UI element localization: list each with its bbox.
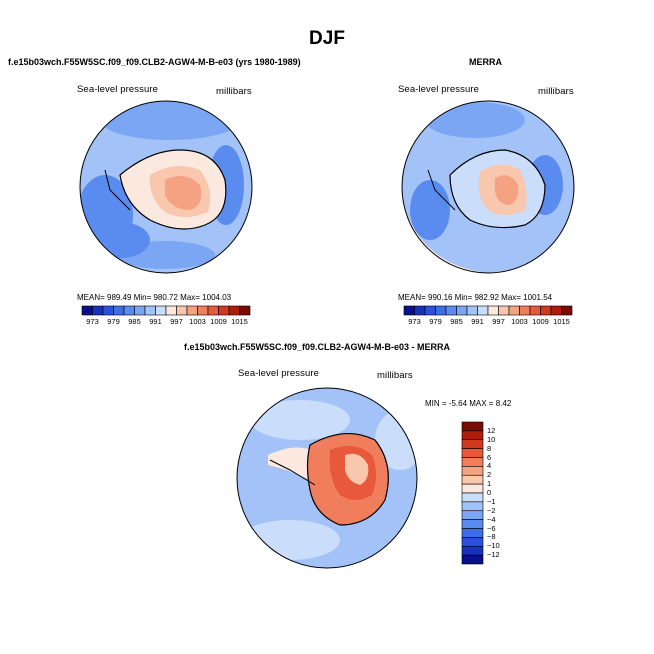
panel3-colorbar-tick-label: 4 xyxy=(487,461,492,471)
panel3-colorbar-tick-label: −6 xyxy=(487,523,496,533)
panel3-colorbar-tick-label: 2 xyxy=(487,470,492,480)
panel1-colorbar-tick-label: 1003 xyxy=(189,317,206,326)
panel1-stats: MEAN= 989.49 Min= 980.72 Max= 1004.03 xyxy=(77,293,232,302)
panel3-stats: MIN = -5.64 MAX = 8.42 xyxy=(425,399,512,408)
panel3-colorbar-tick-label: 0 xyxy=(487,488,492,497)
panel3-colorbar-swatch xyxy=(461,528,484,538)
panel3-colorbar-tick-label: 10 xyxy=(487,434,496,444)
panel1-colorbar-tick-label: 979 xyxy=(107,317,120,326)
panel3-colorbar-swatch xyxy=(461,474,484,485)
panel1-title: f.e15b03wch.F55W5SC.f09_f09.CLB2-AGW4-M-… xyxy=(8,57,301,67)
panel3-colorbar-swatch xyxy=(461,537,484,547)
panel1-colorbar-tick-label: 973 xyxy=(86,317,99,326)
panel3-colorbar-tick-label: 1 xyxy=(487,479,492,489)
panel2-stats: MEAN= 990.16 Min= 982.92 Max= 1001.54 xyxy=(398,293,553,302)
panel3-colorbar-swatch xyxy=(461,430,484,441)
panel3-colorbar-tick-label: 8 xyxy=(487,443,492,453)
panel3-colorbar-tick-label: 6 xyxy=(487,452,492,462)
panel1-colorbar-tick-label: 1015 xyxy=(231,317,248,326)
panel2-colorbar-tick-label: 997 xyxy=(492,317,505,326)
panel1-colorbar-tick-label: 985 xyxy=(128,317,141,326)
panel2-colorbar-tick-label: 1009 xyxy=(532,317,549,326)
panel1-units-label: millibars xyxy=(216,86,252,97)
panel2-colorbar-tick-label: 991 xyxy=(471,317,484,326)
panel3-colorbar-swatch xyxy=(461,457,484,467)
panel3-colorbar-swatch xyxy=(461,421,484,432)
panel3-units-label: millibars xyxy=(377,370,413,381)
panel3-colorbar-tick-label: −4 xyxy=(487,514,496,524)
panel3-variable-label: Sea-level pressure xyxy=(238,368,320,379)
panel3-colorbar-swatch xyxy=(461,501,484,512)
panel2-colorbar-swatch xyxy=(561,305,573,316)
panel3-colorbar-tick-label: −2 xyxy=(487,505,496,515)
panel1-colorbar-tick-label: 997 xyxy=(170,317,183,326)
panel2-units-label: millibars xyxy=(538,86,574,97)
page-title: DJF xyxy=(309,28,345,49)
panel2-title: MERRA xyxy=(469,57,502,67)
panel2-colorbar-tick-label: 1003 xyxy=(511,317,528,326)
panel3-title: f.e15b03wch.F55W5SC.f09_f09.CLB2-AGW4-M-… xyxy=(184,342,451,352)
panel2-colorbar-tick-label: 979 xyxy=(429,317,442,326)
panel3-colorbar-swatch xyxy=(461,466,484,476)
panel1-colorbar-tick-label: 991 xyxy=(149,317,162,326)
panel2-variable-label: Sea-level pressure xyxy=(398,84,480,95)
panel3-colorbar-tick-label: −10 xyxy=(487,541,500,551)
panel1-variable-label: Sea-level pressure xyxy=(77,84,159,95)
panel3-colorbar-swatch xyxy=(461,492,484,503)
panel3-colorbar-swatch xyxy=(461,439,484,449)
panel3-colorbar-swatch xyxy=(461,545,484,556)
panel3-colorbar-swatch xyxy=(461,510,484,520)
panel2-colorbar-tick-label: 985 xyxy=(450,317,463,326)
panel3-colorbar-tick-label: −12 xyxy=(487,550,500,560)
panel3-colorbar-tick-label: −8 xyxy=(487,532,496,542)
panel1-colorbar-swatch xyxy=(239,305,251,316)
panel2-colorbar-tick-label: 973 xyxy=(408,317,421,326)
panel3-colorbar-swatch xyxy=(461,483,484,494)
panel3-colorbar-tick-label: −1 xyxy=(487,496,496,506)
panel3-colorbar-swatch xyxy=(461,519,484,529)
panel3-colorbar-tick-label: 12 xyxy=(487,425,496,435)
panel3-colorbar-swatch xyxy=(461,554,484,565)
panel3-colorbar-swatch xyxy=(461,448,484,458)
panel1-colorbar-tick-label: 1009 xyxy=(210,317,227,326)
panel2-colorbar-tick-label: 1015 xyxy=(553,317,570,326)
